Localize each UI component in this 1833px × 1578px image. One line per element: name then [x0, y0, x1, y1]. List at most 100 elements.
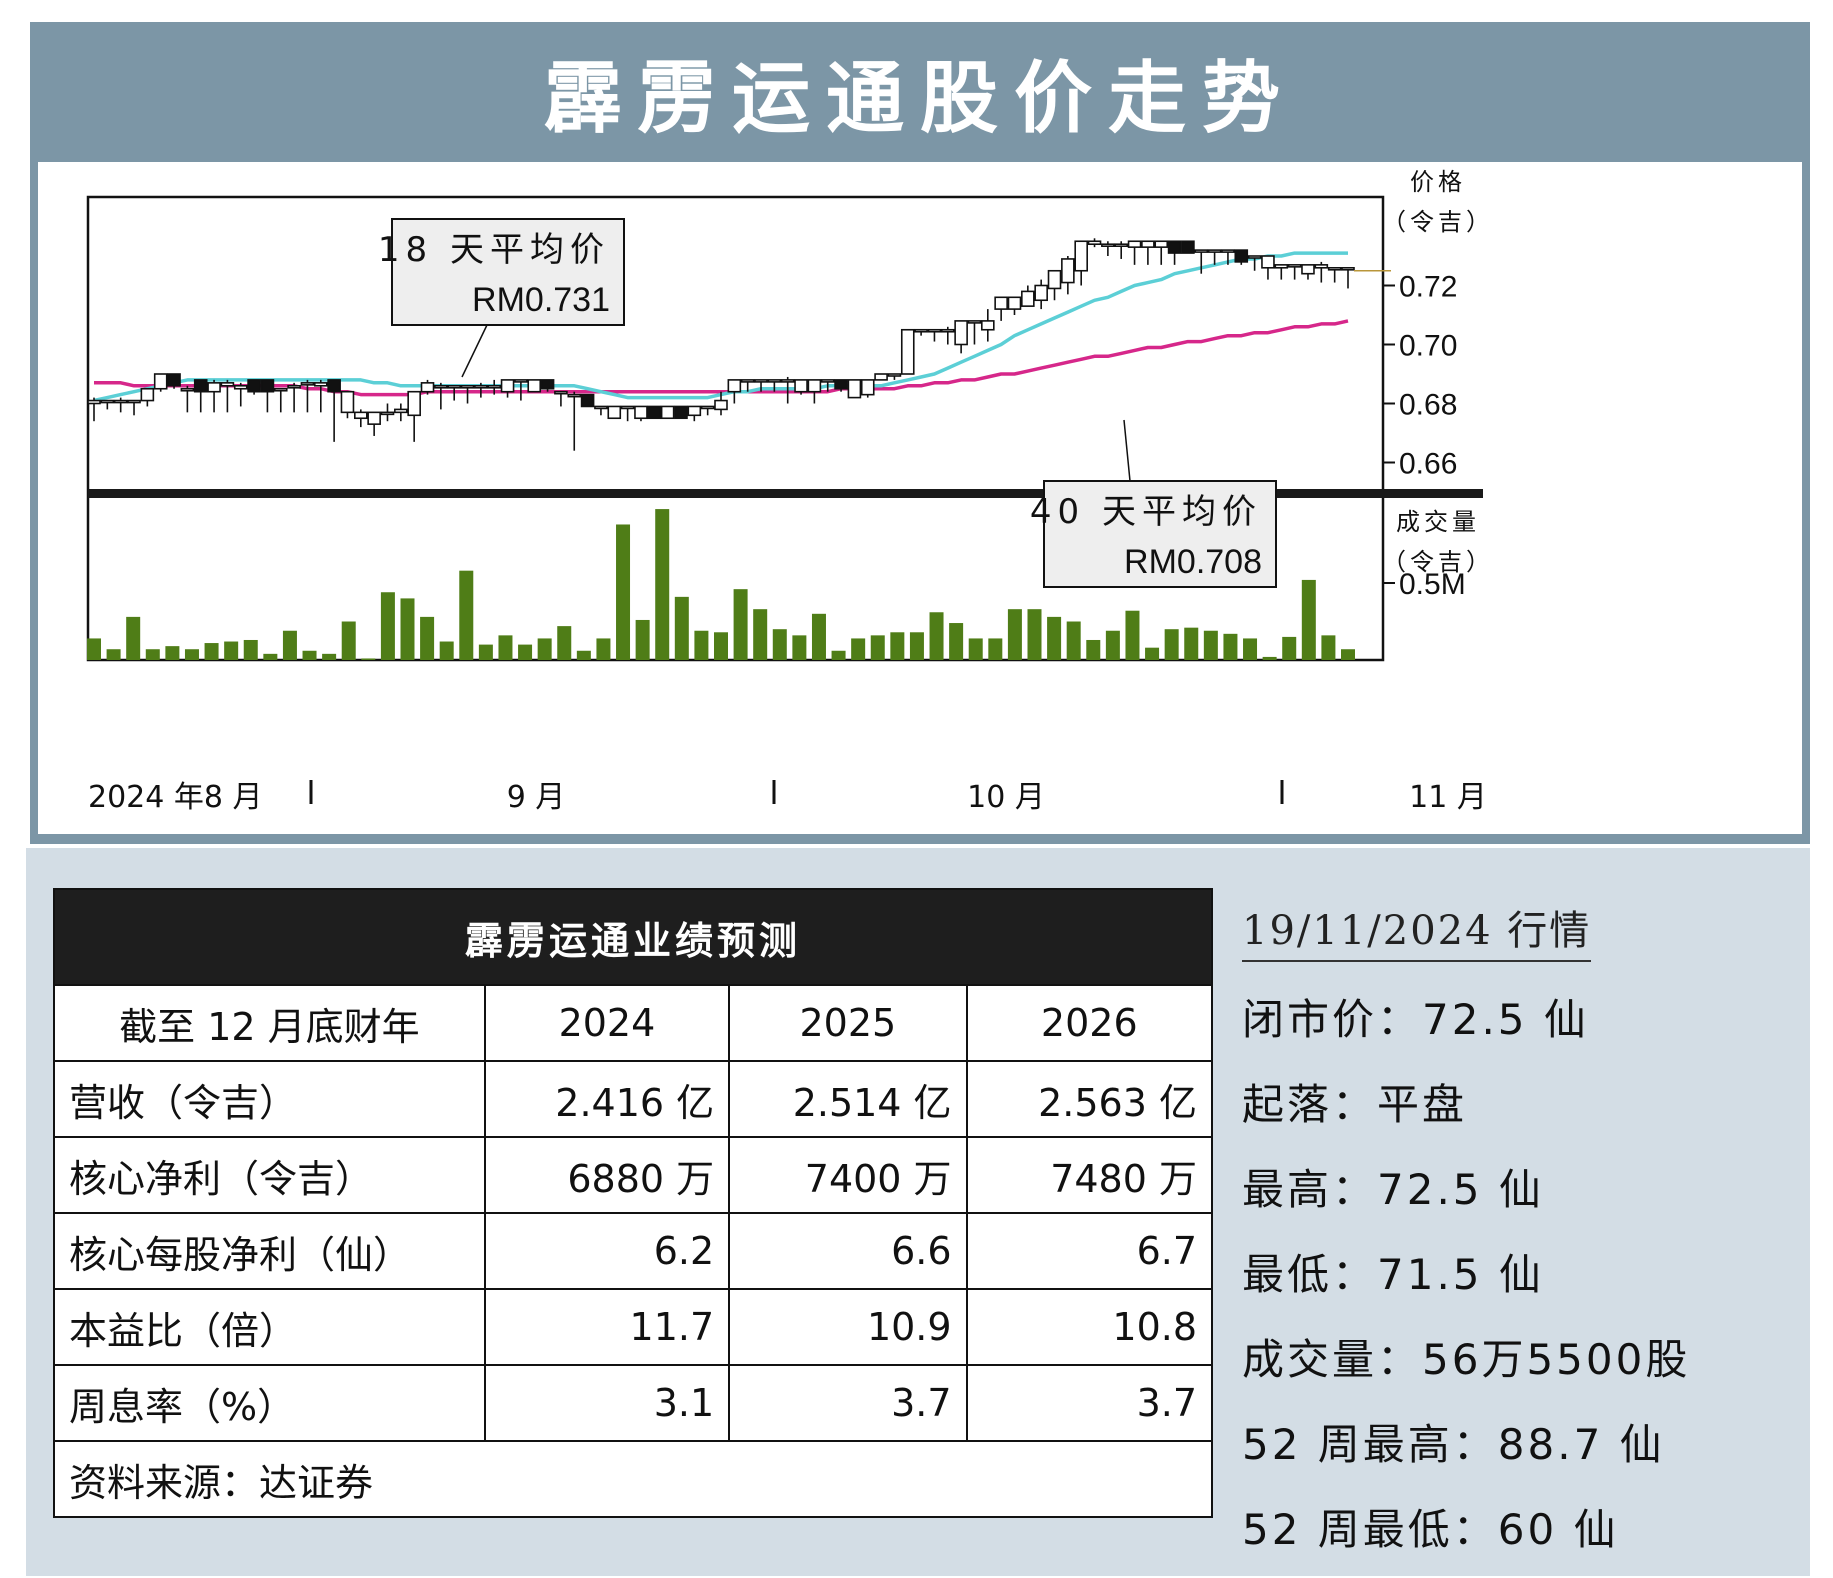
candle-body: [834, 379, 848, 390]
volume-bar: [1262, 656, 1277, 660]
candle-body: [87, 399, 101, 405]
table-row: 核心净利（令吉） 6880 万 7400 万 7480 万: [53, 1136, 1214, 1214]
volume-bar: [439, 641, 454, 660]
table-row: 营收（令吉） 2.416 亿 2.514 亿 2.563 亿: [53, 1060, 1214, 1138]
candle-body: [340, 390, 355, 414]
info-panel: 霹雳运通业绩预测 截至 12 月底财年 2024 2025 2026 营收（令吉…: [26, 848, 1810, 1576]
candle-body: [420, 382, 435, 393]
candle: [1034, 279, 1048, 310]
candle-body: [780, 379, 795, 383]
volume-bar: [1027, 609, 1042, 660]
candle: [287, 382, 301, 413]
candle-body: [300, 382, 315, 386]
source-row: 资料来源：达证券: [53, 1440, 1213, 1518]
candle: [300, 379, 315, 413]
volume-bar: [1223, 633, 1238, 660]
candle-body: [620, 405, 635, 410]
volume-bar: [126, 616, 141, 660]
volume-bar: [596, 638, 611, 660]
candle-body: [727, 379, 742, 393]
row-label: 核心每股净利（仙）: [53, 1212, 486, 1290]
market-summary: 19/11/2024 行情 闭市价：72.5 仙 起落：平盘 最高：72.5 仙…: [1242, 898, 1802, 1557]
price-tick-label: 0.68: [1399, 389, 1457, 422]
candle: [940, 326, 955, 345]
candle-body: [367, 411, 381, 425]
ma18-annotation: 18 天平均价 RM0.731: [378, 218, 625, 326]
candle: [1274, 264, 1289, 280]
candle: [714, 391, 728, 416]
candle-body: [447, 385, 461, 389]
volume-bar: [635, 619, 650, 660]
candle-body: [100, 399, 115, 404]
week52-high: 52 周最高：88.7 仙: [1242, 1420, 1665, 1469]
volume-bar: [87, 638, 101, 660]
cell-value: 10.8: [965, 1288, 1214, 1366]
volume-axis-title: 成交量: [1396, 508, 1480, 536]
volume-bar: [1282, 636, 1297, 660]
volume-bar: [557, 626, 572, 660]
candle-body: [1047, 269, 1062, 290]
candle-body: [313, 382, 328, 387]
candle-body: [700, 405, 715, 410]
candle: [767, 379, 782, 392]
volume-bar: [1243, 638, 1258, 660]
volume-tick-label: 0.5M: [1399, 568, 1466, 601]
candle: [754, 379, 768, 392]
candle-body: [1154, 240, 1169, 248]
candle-body: [1007, 296, 1022, 310]
candle: [527, 379, 542, 393]
header-year: 2026: [965, 984, 1214, 1062]
volume-bar: [420, 616, 435, 660]
candle: [233, 382, 248, 407]
price-change: 起落：平盘: [1242, 1080, 1468, 1129]
candle-body: [140, 387, 155, 402]
volume-bar: [909, 632, 924, 660]
candle-body: [1167, 240, 1182, 254]
volume-bar: [1321, 635, 1336, 660]
table-row: 核心每股净利（仙） 6.2 6.6 6.7: [53, 1212, 1214, 1290]
candle: [700, 405, 715, 416]
candle-body: [287, 385, 301, 389]
candle: [914, 328, 928, 336]
candle-body: [594, 405, 608, 410]
cell-value: 3.7: [965, 1364, 1214, 1442]
candle: [981, 309, 995, 342]
candle: [327, 379, 341, 442]
candle: [207, 379, 221, 413]
row-label: 核心净利（令吉）: [53, 1136, 486, 1214]
candle: [540, 379, 555, 392]
candle-body: [460, 385, 475, 389]
cell-value: 2.416 亿: [483, 1060, 731, 1138]
volume-bar: [243, 639, 258, 660]
annotation-box: [1043, 480, 1277, 588]
candle-body: [113, 399, 128, 404]
candle-body: [900, 328, 915, 375]
candle: [620, 405, 635, 422]
volume-bar: [968, 638, 983, 660]
price-tick-label: 0.72: [1399, 271, 1457, 304]
volume-bar: [576, 650, 591, 660]
source-note: 资料来源：达证券: [53, 1440, 1213, 1518]
volume-bar: [1341, 649, 1355, 660]
candle: [420, 379, 435, 395]
market-date: 19/11/2024 行情: [1242, 898, 1592, 962]
volume-bar: [616, 524, 631, 660]
volume-bar: [1086, 639, 1101, 660]
candle-body: [474, 385, 488, 389]
candle-body: [1301, 264, 1315, 275]
price-axis-unit: （令吉）: [1382, 208, 1494, 236]
candle: [954, 320, 968, 354]
cell-value: 2.563 亿: [965, 1060, 1214, 1138]
cell-value: 7400 万: [728, 1136, 968, 1214]
candle-body: [1314, 264, 1329, 269]
candle: [514, 379, 528, 401]
candle-body: [193, 379, 208, 393]
cell-value: 6880 万: [483, 1136, 731, 1214]
candle: [554, 390, 568, 407]
candle-body: [660, 405, 675, 420]
cell-value: 6.2: [483, 1212, 731, 1290]
header-year: 2025: [728, 984, 968, 1062]
candle-body: [1101, 243, 1115, 247]
candle: [340, 390, 355, 419]
candle-body: [967, 320, 982, 324]
